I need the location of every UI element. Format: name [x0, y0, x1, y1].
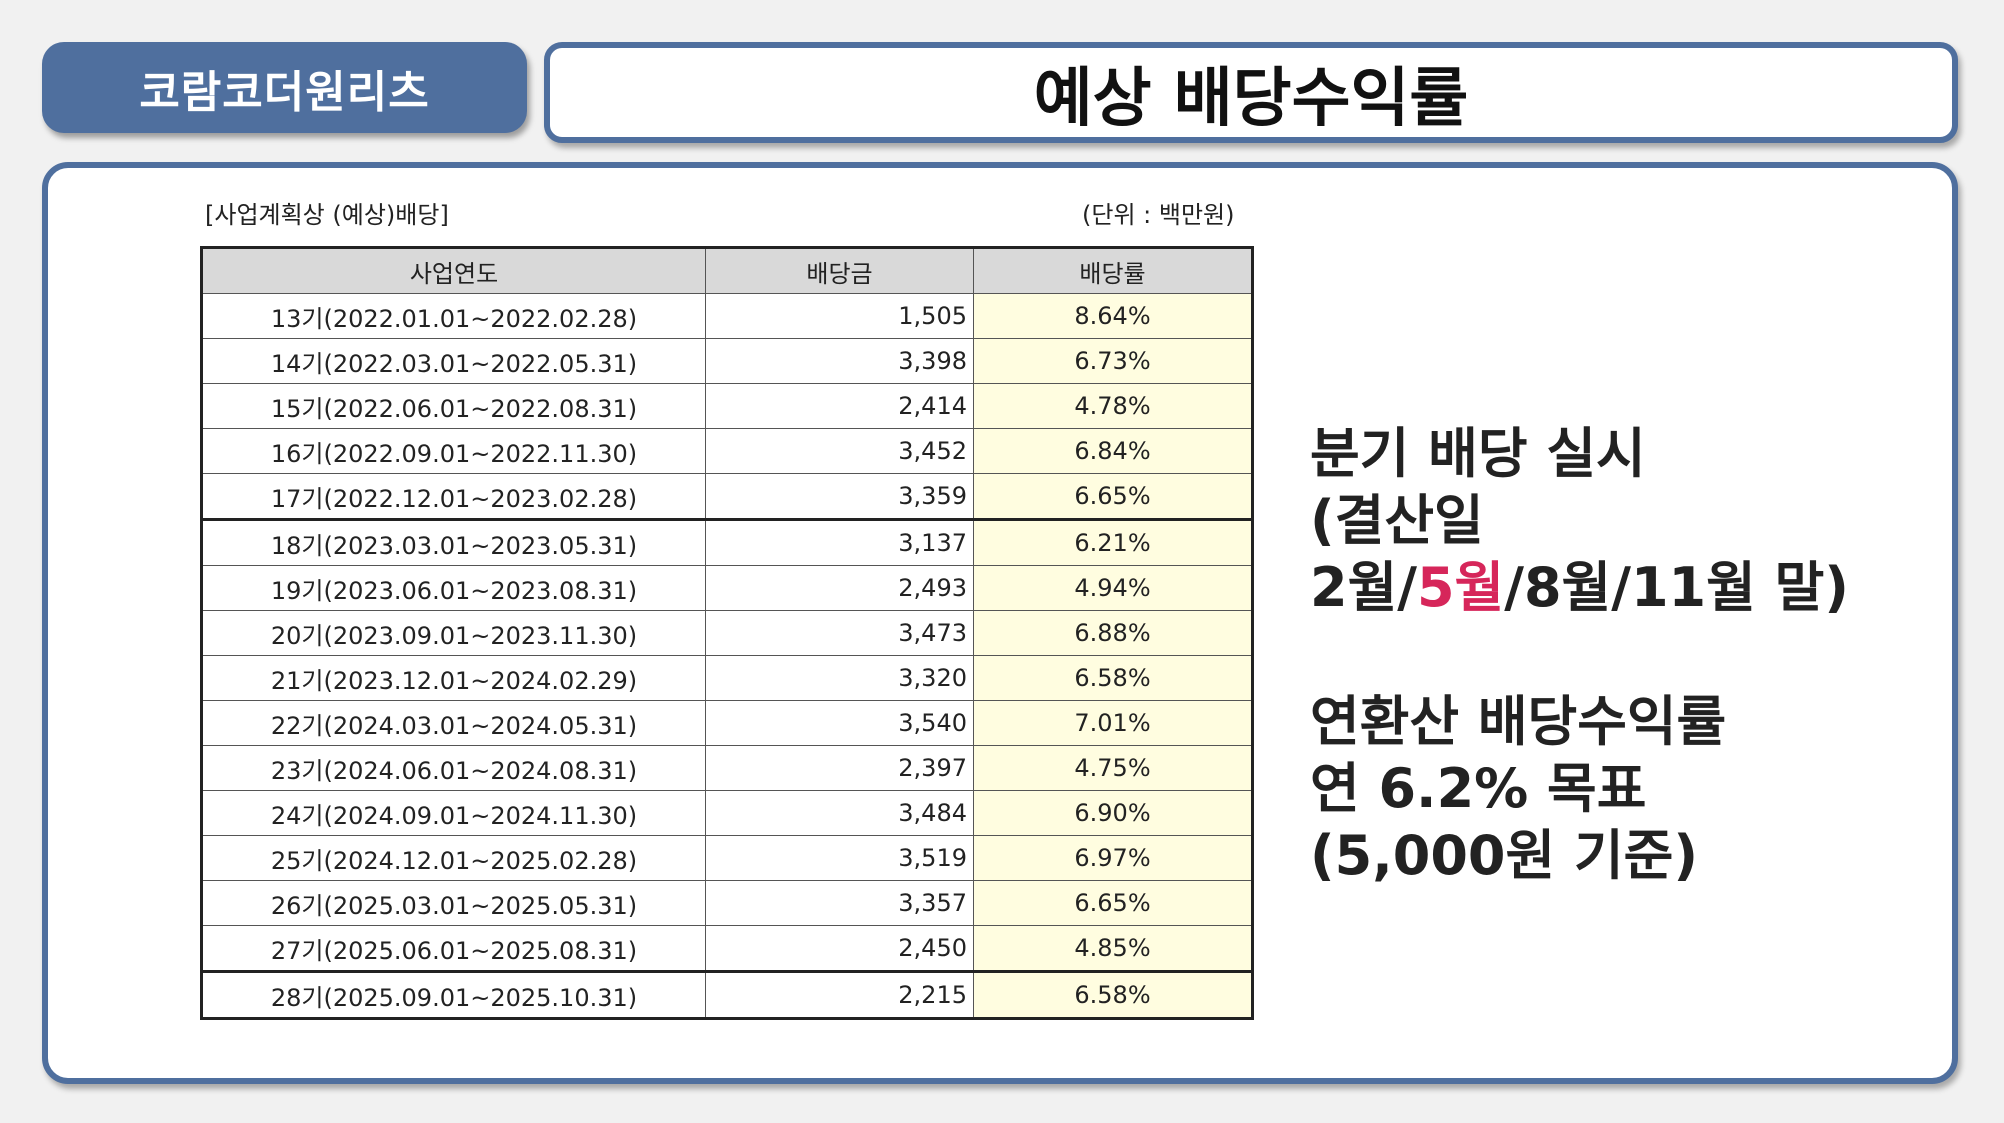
- period-cell: 22기(2024.03.01~2024.05.31): [200, 700, 706, 746]
- page-title-box: 예상 배당수익률: [544, 42, 1958, 143]
- amount-cell: 3,452: [705, 428, 974, 474]
- period-cell: 25기(2024.12.01~2025.02.28): [200, 835, 706, 881]
- amount-cell: 3,320: [705, 655, 974, 701]
- amount-cell: 2,215: [705, 970, 974, 1020]
- period-cell: 17기(2022.12.01~2023.02.28): [200, 473, 706, 520]
- rate-cell: 6.65%: [973, 880, 1254, 926]
- summary-line-2: (결산일: [1310, 489, 1484, 552]
- table-row: 27기(2025.06.01~2025.08.31) 2,450 4.85%: [200, 925, 1254, 972]
- summary-line-4: 연환산 배당수익률: [1310, 690, 1727, 753]
- table-row: 19기(2023.06.01~2023.08.31) 2,493 4.94%: [200, 565, 1254, 611]
- table-row: 26기(2025.03.01~2025.05.31) 3,357 6.65%: [200, 880, 1254, 926]
- summary-text: 분기 배당 실시 (결산일 2월/5월/8월/11월 말) 연환산 배당수익률 …: [1310, 420, 1849, 889]
- rate-cell: 6.65%: [973, 473, 1254, 520]
- summary-line-6: (5,000원 기준): [1310, 824, 1699, 887]
- period-cell: 14기(2022.03.01~2022.05.31): [200, 338, 706, 384]
- period-cell: 26기(2025.03.01~2025.05.31): [200, 880, 706, 926]
- rate-cell: 6.88%: [973, 610, 1254, 656]
- amount-cell: 2,450: [705, 925, 974, 972]
- amount-cell: 3,359: [705, 473, 974, 520]
- reit-name-tag: 코람코더원리츠: [42, 42, 527, 133]
- rate-cell: 6.21%: [973, 518, 1254, 566]
- period-cell: 27기(2025.06.01~2025.08.31): [200, 925, 706, 972]
- dividend-table: 사업연도 배당금 배당률 13기(2022.01.01~2022.02.28) 1…: [200, 246, 1254, 1020]
- table-row: 24기(2024.09.01~2024.11.30) 3,484 6.90%: [200, 790, 1254, 836]
- amount-cell: 3,519: [705, 835, 974, 881]
- page-title: 예상 배당수익률: [1033, 61, 1469, 136]
- amount-cell: 1,505: [705, 293, 974, 339]
- table-row: 21기(2023.12.01~2024.02.29) 3,320 6.58%: [200, 655, 1254, 701]
- summary-line-3: 2월/5월/8월/11월 말): [1310, 554, 1849, 621]
- table-row: 23기(2024.06.01~2024.08.31) 2,397 4.75%: [200, 745, 1254, 791]
- amount-cell: 2,397: [705, 745, 974, 791]
- col-header-rate: 배당률: [973, 246, 1254, 294]
- table-caption: [사업계획상 (예상)배당]: [205, 201, 449, 229]
- col-header-amount: 배당금: [705, 246, 974, 294]
- table-row: 14기(2022.03.01~2022.05.31) 3,398 6.73%: [200, 338, 1254, 384]
- table-row: 22기(2024.03.01~2024.05.31) 3,540 7.01%: [200, 700, 1254, 746]
- table-row: 25기(2024.12.01~2025.02.28) 3,519 6.97%: [200, 835, 1254, 881]
- table-unit: (단위 : 백만원): [1082, 201, 1235, 229]
- rate-cell: 4.94%: [973, 565, 1254, 611]
- summary-line-1: 분기 배당 실시: [1310, 422, 1646, 485]
- table-row: 13기(2022.01.01~2022.02.28) 1,505 8.64%: [200, 293, 1254, 339]
- period-cell: 19기(2023.06.01~2023.08.31): [200, 565, 706, 611]
- table-row: 16기(2022.09.01~2022.11.30) 3,452 6.84%: [200, 428, 1254, 474]
- rate-cell: 6.58%: [973, 655, 1254, 701]
- summary-line-3-a: 2월/: [1310, 556, 1417, 619]
- amount-cell: 3,137: [705, 518, 974, 566]
- rate-cell: 4.78%: [973, 383, 1254, 429]
- table-header-row: 사업연도 배당금 배당률: [200, 246, 1254, 294]
- amount-cell: 2,493: [705, 565, 974, 611]
- rate-cell: 6.58%: [973, 970, 1254, 1020]
- rate-cell: 4.85%: [973, 925, 1254, 972]
- rate-cell: 6.90%: [973, 790, 1254, 836]
- period-cell: 16기(2022.09.01~2022.11.30): [200, 428, 706, 474]
- summary-highlight-month: 5월: [1416, 556, 1505, 619]
- rate-cell: 6.84%: [973, 428, 1254, 474]
- period-cell: 18기(2023.03.01~2023.05.31): [200, 518, 706, 566]
- reit-name-label: 코람코더원리츠: [139, 66, 430, 118]
- period-cell: 21기(2023.12.01~2024.02.29): [200, 655, 706, 701]
- amount-cell: 3,484: [705, 790, 974, 836]
- amount-cell: 3,540: [705, 700, 974, 746]
- rate-cell: 7.01%: [973, 700, 1254, 746]
- table-row: 17기(2022.12.01~2023.02.28) 3,359 6.65%: [200, 473, 1254, 520]
- rate-cell: 8.64%: [973, 293, 1254, 339]
- summary-line-5: 연 6.2% 목표: [1310, 757, 1647, 820]
- amount-cell: 3,398: [705, 338, 974, 384]
- table-row: 20기(2023.09.01~2023.11.30) 3,473 6.88%: [200, 610, 1254, 656]
- table-row: 18기(2023.03.01~2023.05.31) 3,137 6.21%: [200, 518, 1254, 566]
- period-cell: 13기(2022.01.01~2022.02.28): [200, 293, 706, 339]
- rate-cell: 6.97%: [973, 835, 1254, 881]
- period-cell: 23기(2024.06.01~2024.08.31): [200, 745, 706, 791]
- period-cell: 28기(2025.09.01~2025.10.31): [200, 970, 706, 1020]
- period-cell: 20기(2023.09.01~2023.11.30): [200, 610, 706, 656]
- col-header-period: 사업연도: [200, 246, 706, 294]
- amount-cell: 2,414: [705, 383, 974, 429]
- rate-cell: 4.75%: [973, 745, 1254, 791]
- table-row: 15기(2022.06.01~2022.08.31) 2,414 4.78%: [200, 383, 1254, 429]
- table-row: 28기(2025.09.01~2025.10.31) 2,215 6.58%: [200, 970, 1254, 1020]
- period-cell: 15기(2022.06.01~2022.08.31): [200, 383, 706, 429]
- rate-cell: 6.73%: [973, 338, 1254, 384]
- amount-cell: 3,473: [705, 610, 974, 656]
- amount-cell: 3,357: [705, 880, 974, 926]
- period-cell: 24기(2024.09.01~2024.11.30): [200, 790, 706, 836]
- summary-line-3-b: /8월/11월 말): [1504, 556, 1849, 619]
